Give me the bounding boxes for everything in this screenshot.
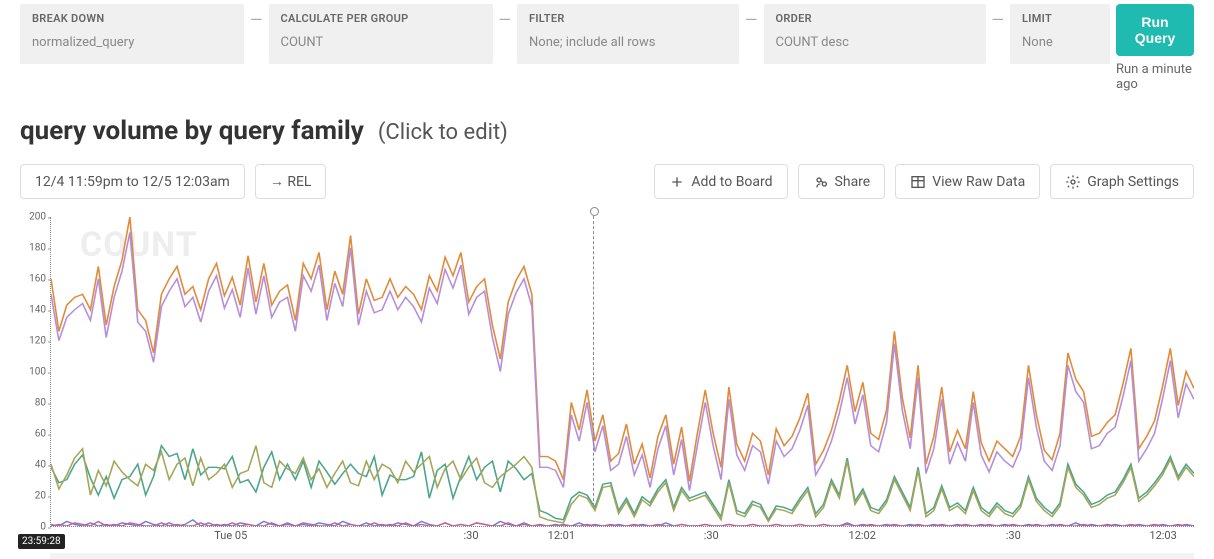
limit-label: LIMIT xyxy=(1022,12,1098,25)
x-tick: :30 xyxy=(1006,529,1021,542)
view-raw-data-label: View Raw Data xyxy=(932,174,1025,190)
separator-dash: — xyxy=(250,10,263,29)
calculate-block[interactable]: CALCULATE PER GROUP COUNT xyxy=(269,4,493,64)
x-tick: 12:03 xyxy=(1149,529,1176,542)
run-query-button[interactable]: Run Query xyxy=(1116,4,1194,56)
click-to-edit-hint: (Click to edit) xyxy=(378,120,508,145)
graph-settings-label: Graph Settings xyxy=(1087,174,1179,190)
y-tick: 60 xyxy=(35,429,46,440)
filter-value: None; include all rows xyxy=(529,35,727,50)
plot-area[interactable] xyxy=(50,217,1194,527)
y-tick: 200 xyxy=(29,212,46,223)
time-range-picker[interactable]: 12/4 11:59pm to 12/5 12:03am xyxy=(20,164,245,199)
y-tick: 160 xyxy=(29,274,46,285)
x-tick: 12:02 xyxy=(849,529,876,542)
series-orange xyxy=(51,217,1194,481)
y-tick: 100 xyxy=(29,367,46,378)
controls-row: 12/4 11:59pm to 12/5 12:03am → REL Add t… xyxy=(0,146,1214,199)
series-magenta xyxy=(51,521,1194,526)
filter-block[interactable]: FILTER None; include all rows xyxy=(517,4,739,64)
chart-footer-bar xyxy=(50,553,1194,559)
run-ago-text: Run a minute ago xyxy=(1116,62,1194,92)
share-label: Share xyxy=(835,174,871,190)
share-icon xyxy=(813,174,829,190)
title-row: query volume by query family (Click to e… xyxy=(0,92,1214,146)
page-title[interactable]: query volume by query family xyxy=(20,116,364,146)
breakdown-block[interactable]: BREAK DOWN normalized_query xyxy=(20,4,244,64)
limit-block[interactable]: LIMIT None xyxy=(1010,4,1110,64)
calculate-value: COUNT xyxy=(281,35,481,50)
breakdown-value: normalized_query xyxy=(32,35,232,50)
separator-dash: — xyxy=(745,10,758,29)
share-button[interactable]: Share xyxy=(798,164,886,199)
order-label: ORDER xyxy=(776,12,974,25)
chart[interactable]: COUNT 020406080100120140160180200 Tue 05… xyxy=(50,217,1194,547)
series-olive xyxy=(51,446,1194,523)
query-builder-row: BREAK DOWN normalized_query — CALCULATE … xyxy=(0,0,1214,92)
separator-dash: — xyxy=(499,10,512,29)
plus-icon xyxy=(669,174,685,190)
y-axis: 020406080100120140160180200 xyxy=(20,217,50,527)
filter-label: FILTER xyxy=(529,12,727,25)
separator-dash: — xyxy=(992,10,1005,29)
y-tick: 180 xyxy=(29,243,46,254)
order-value: COUNT desc xyxy=(776,35,974,50)
x-tick: :30 xyxy=(463,529,478,542)
time-range-text: 12/4 11:59pm to 12/5 12:03am xyxy=(35,174,230,190)
breakdown-label: BREAK DOWN xyxy=(32,12,232,25)
rel-toggle-button[interactable]: → REL xyxy=(255,164,327,199)
x-tick: 12:01 xyxy=(548,529,575,542)
y-tick: 40 xyxy=(35,460,46,471)
chart-lines xyxy=(51,217,1194,526)
gear-icon xyxy=(1065,174,1081,190)
y-tick: 0 xyxy=(40,522,46,533)
y-tick: 140 xyxy=(29,305,46,316)
x-tick: Tue 05 xyxy=(214,529,247,542)
y-tick: 80 xyxy=(35,398,46,409)
order-block[interactable]: ORDER COUNT desc xyxy=(764,4,986,64)
view-raw-data-button[interactable]: View Raw Data xyxy=(895,164,1040,199)
y-tick: 20 xyxy=(35,491,46,502)
add-to-board-button[interactable]: Add to Board xyxy=(654,164,787,199)
cursor-line xyxy=(593,211,594,506)
series-purple xyxy=(51,232,1194,490)
y-tick: 120 xyxy=(29,336,46,347)
table-icon xyxy=(910,174,926,190)
rel-toggle-text: → REL xyxy=(270,173,312,190)
add-to-board-label: Add to Board xyxy=(691,174,772,190)
time-badge: 23:59:28 xyxy=(18,534,65,549)
calculate-label: CALCULATE PER GROUP xyxy=(281,12,481,25)
x-tick: :30 xyxy=(704,529,719,542)
limit-value: None xyxy=(1022,35,1098,50)
x-axis: Tue 05 :30 12:01 :30 12:02 :30 12:03 xyxy=(50,527,1194,547)
graph-settings-button[interactable]: Graph Settings xyxy=(1050,164,1194,199)
